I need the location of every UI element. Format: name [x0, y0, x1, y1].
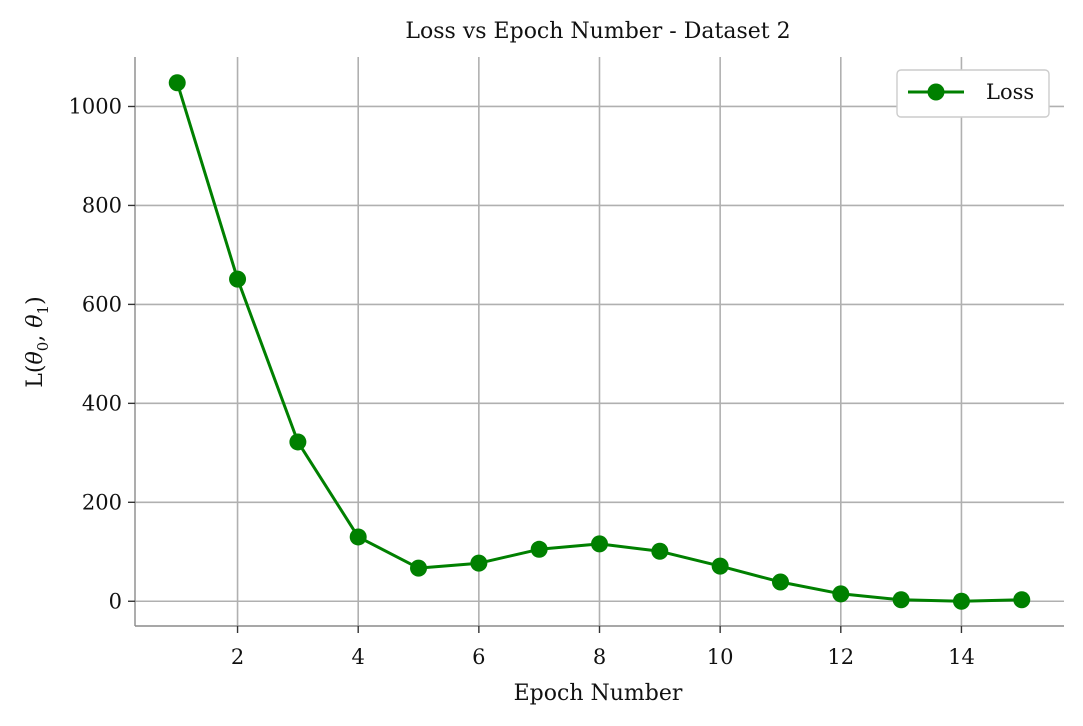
chart-title: Loss vs Epoch Number - Dataset 2	[405, 19, 790, 44]
data-point-1	[168, 74, 186, 92]
data-point-13	[892, 591, 910, 609]
x-tick-label-4: 4	[352, 645, 365, 669]
legend-box	[896, 69, 1050, 118]
data-point-10	[711, 557, 729, 575]
data-point-14	[952, 592, 970, 610]
y-axis-label: L(θ0, θ1)	[23, 296, 52, 387]
x-tick-label-8: 8	[593, 645, 606, 669]
legend-label-loss: Loss	[986, 80, 1034, 104]
data-point-12	[832, 585, 850, 603]
y-tick-label-200: 200	[82, 490, 122, 514]
data-point-6	[470, 554, 488, 572]
data-point-3	[289, 433, 307, 451]
x-tick-label-12: 12	[827, 645, 854, 669]
x-axis-ticks: 2 4 6 8 10 12 14	[231, 626, 975, 669]
legend: Loss	[896, 69, 1050, 118]
y-tick-label-400: 400	[82, 391, 122, 415]
y-tick-label-600: 600	[82, 292, 122, 316]
y-tick-label-0: 0	[109, 589, 122, 613]
y-tick-label-800: 800	[82, 193, 122, 217]
x-tick-label-6: 6	[472, 645, 485, 669]
data-point-2	[229, 270, 247, 288]
x-tick-label-14: 14	[948, 645, 975, 669]
data-point-7	[530, 540, 548, 558]
y-axis-ticks: 0 200 400 600 800 1000	[69, 94, 135, 613]
x-tick-label-10: 10	[707, 645, 734, 669]
series-loss	[168, 74, 1031, 610]
data-point-11	[771, 573, 789, 591]
data-point-9	[651, 542, 669, 560]
x-tick-label-2: 2	[231, 645, 244, 669]
data-point-5	[410, 559, 428, 577]
x-axis-label: Epoch Number	[514, 681, 683, 706]
legend-marker-loss	[927, 83, 945, 101]
data-point-8	[591, 535, 608, 553]
y-tick-label-1000: 1000	[69, 94, 122, 118]
data-point-4	[349, 528, 367, 546]
data-point-15	[1013, 591, 1031, 609]
